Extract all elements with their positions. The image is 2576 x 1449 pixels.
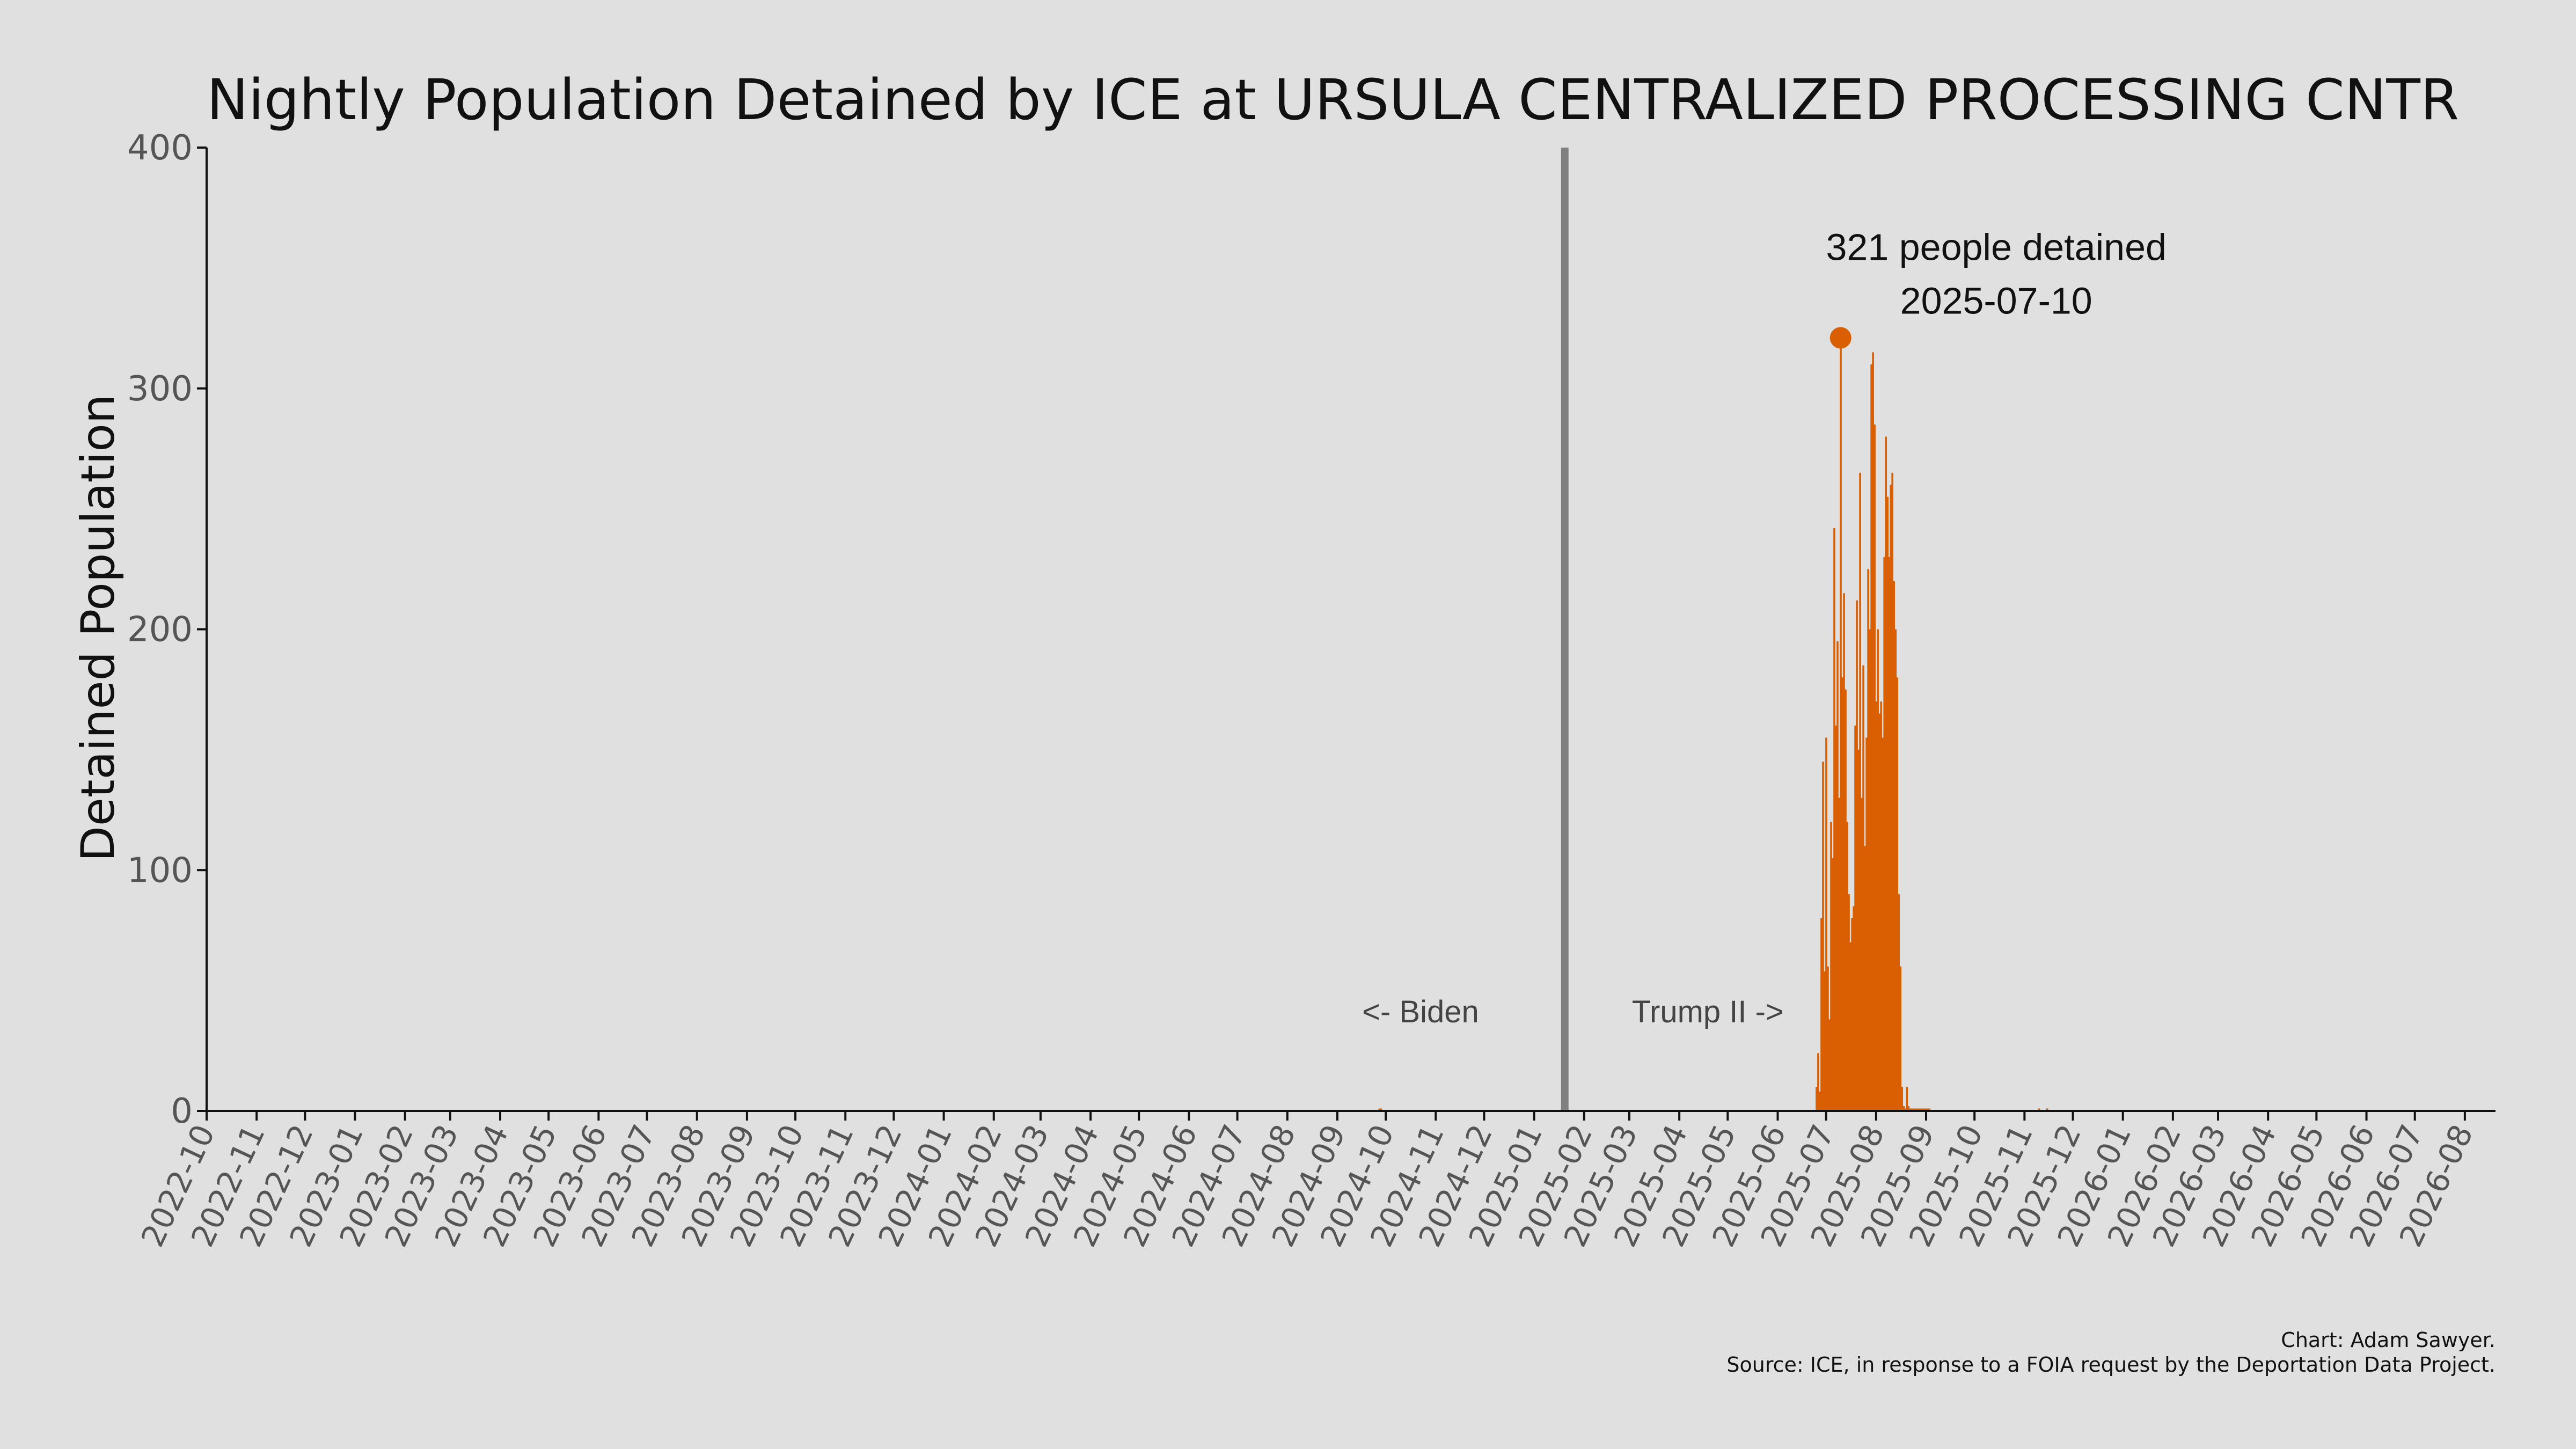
bar: [1864, 846, 1866, 1111]
peak-marker: [1829, 327, 1851, 349]
bar: [1875, 701, 1877, 1111]
chart-title: Nightly Population Detained by ICE at UR…: [207, 67, 2459, 133]
bar: [1822, 762, 1824, 1111]
bar: [2038, 1108, 2040, 1111]
bar: [1890, 485, 1892, 1111]
bar: [1869, 629, 1871, 1111]
bar: [1907, 1106, 1910, 1111]
bar: [1380, 1108, 1382, 1111]
caption-credit: Chart: Adam Sawyer.: [2281, 1328, 2496, 1352]
bar: [1853, 906, 1855, 1111]
x-ticks-group: 2022-102022-112022-122023-012023-022023-…: [134, 1111, 2480, 1253]
bar: [1885, 436, 1887, 1111]
bar: [1922, 1108, 1924, 1111]
bar: [1851, 918, 1853, 1111]
bar: [1928, 1108, 1931, 1111]
bar: [1877, 629, 1879, 1111]
bar: [1867, 569, 1869, 1111]
bar: [1888, 557, 1890, 1111]
bar: [1825, 737, 1827, 1111]
y-tick-label: 400: [127, 128, 193, 168]
bar: [1378, 1108, 1381, 1111]
bar: [1886, 496, 1889, 1111]
bar: [1893, 581, 1895, 1111]
bar: [1854, 726, 1856, 1111]
bar: [1914, 1108, 1916, 1111]
bars-group: [1378, 338, 2048, 1111]
bar: [1832, 858, 1834, 1111]
bar: [1833, 528, 1835, 1111]
bar: [1920, 1108, 1923, 1111]
bar: [1904, 1108, 1907, 1111]
y-tick-label: 100: [127, 851, 193, 890]
peak-annotation-count: 321 people detained: [1826, 226, 2166, 268]
caption-source: Source: ICE, in response to a FOIA reque…: [1726, 1353, 2496, 1377]
bar: [1880, 701, 1882, 1111]
bar: [1849, 942, 1851, 1111]
bar: [1862, 665, 1864, 1111]
bar: [1859, 472, 1861, 1111]
bar: [1843, 593, 1845, 1111]
bar: [1838, 797, 1840, 1111]
bar: [1846, 822, 1848, 1111]
y-ticks-group: 0 100 200 300 400: [127, 128, 207, 1131]
bar: [1840, 338, 1842, 1111]
bar: [1925, 1108, 1928, 1111]
bar: [1856, 600, 1858, 1111]
bar: [1830, 822, 1832, 1111]
bar: [1870, 364, 1872, 1111]
bar: [1820, 918, 1823, 1111]
bar: [1817, 1053, 1819, 1111]
bar: [1827, 966, 1829, 1111]
bar: [1917, 1108, 1920, 1111]
bar: [1848, 894, 1850, 1111]
bar: [1882, 737, 1884, 1111]
bar: [1899, 966, 1902, 1111]
y-tick-label: 200: [127, 610, 193, 650]
bar: [1883, 557, 1885, 1111]
bar: [1836, 641, 1839, 1111]
bar: [1865, 737, 1868, 1111]
peak-annotation-date: 2025-07-10: [1900, 280, 2092, 322]
bar: [1857, 749, 1860, 1111]
bar: [1912, 1108, 1915, 1111]
bar: [1835, 726, 1837, 1111]
bar: [1828, 1019, 1831, 1111]
bar: [2046, 1108, 2048, 1111]
bar: [1919, 1108, 1921, 1111]
bar: [1901, 1087, 1904, 1111]
bar: [1927, 1108, 1929, 1111]
bar: [1874, 425, 1876, 1111]
bar: [1872, 352, 1874, 1111]
bar: [1894, 629, 1897, 1111]
bar: [1915, 1108, 1918, 1111]
bar: [1819, 1092, 1821, 1111]
bar: [1909, 1108, 1912, 1111]
bar: [1902, 1106, 1905, 1111]
biden-era-label: <- Biden: [1362, 994, 1479, 1029]
trump-era-label: Trump II ->: [1632, 994, 1784, 1029]
bar: [1861, 797, 1863, 1111]
bar: [1923, 1108, 1926, 1111]
bar: [1906, 1087, 1908, 1111]
y-tick-label: 300: [127, 369, 193, 409]
bar: [1891, 472, 1893, 1111]
bar: [1845, 689, 1847, 1111]
bar: [1878, 713, 1880, 1111]
bar: [1911, 1108, 1913, 1111]
bar: [1896, 677, 1899, 1111]
bar: [1898, 894, 1900, 1111]
bar: [1824, 971, 1826, 1111]
bar: [1841, 677, 1843, 1111]
y-tick-label: 0: [171, 1092, 193, 1131]
y-axis-label: Detained Population: [71, 394, 125, 862]
bar: [1816, 1087, 1818, 1111]
